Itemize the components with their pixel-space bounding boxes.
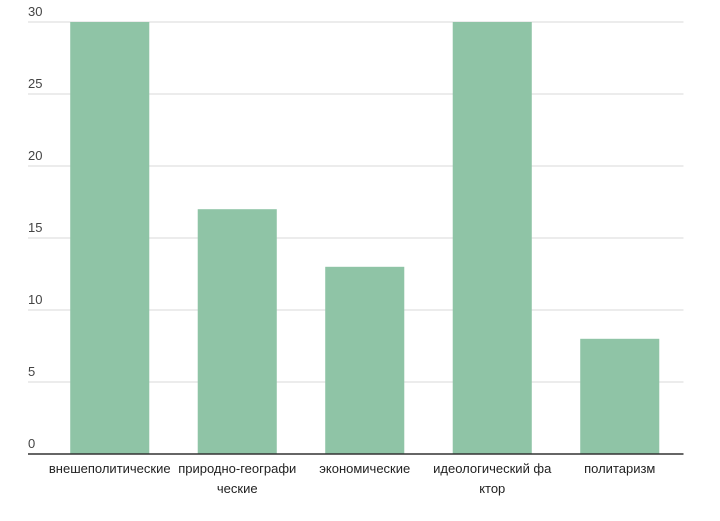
bar bbox=[580, 338, 660, 454]
x-tick-label: природно-географические bbox=[178, 461, 297, 496]
y-tick-label: 15 bbox=[28, 220, 42, 235]
y-tick-label: 10 bbox=[28, 292, 42, 307]
bar bbox=[197, 209, 277, 454]
bar bbox=[70, 22, 150, 454]
bar bbox=[325, 266, 405, 454]
x-tick-label: экономические bbox=[319, 461, 411, 476]
x-tick-label: политаризм bbox=[584, 461, 656, 476]
y-tick-label: 0 bbox=[28, 436, 35, 451]
x-tick-label: идеологический фактор bbox=[433, 461, 552, 496]
bar bbox=[452, 22, 532, 454]
x-tick-label: внешеполитические bbox=[48, 461, 171, 476]
y-tick-label: 25 bbox=[28, 76, 42, 91]
y-tick-label: 30 bbox=[28, 4, 42, 19]
y-tick-label: 20 bbox=[28, 148, 42, 163]
y-tick-label: 5 bbox=[28, 364, 35, 379]
